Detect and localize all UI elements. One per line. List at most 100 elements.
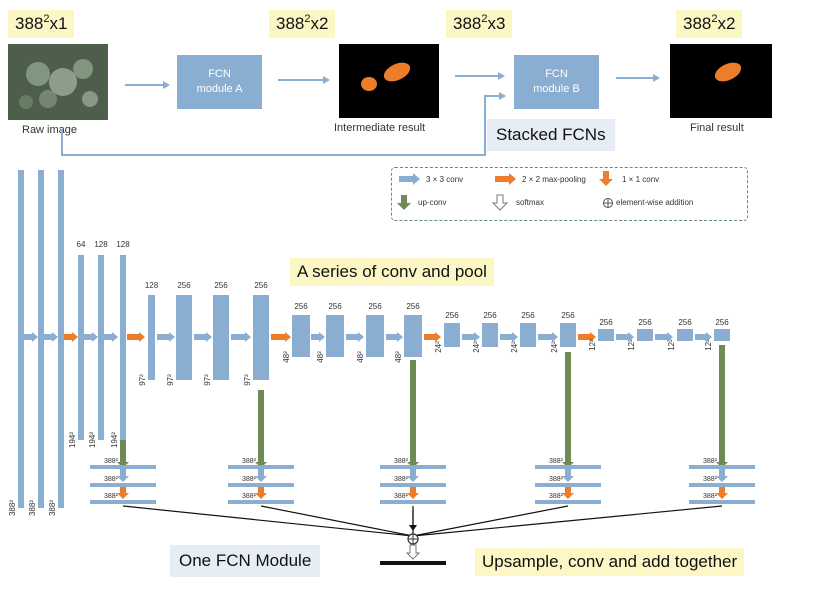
feature-map-12-3 bbox=[677, 329, 693, 341]
fcn-module-a: FCN module A bbox=[177, 55, 262, 109]
size-label-388-1: 388² bbox=[8, 500, 17, 516]
intermediate-blobs bbox=[361, 62, 411, 91]
legend-maxpool-label: 2 × 2 max-pooling bbox=[522, 175, 586, 184]
size-label-12-4: 12² bbox=[704, 339, 713, 351]
feature-map-194-1 bbox=[78, 255, 84, 440]
feature-map-12-4 bbox=[714, 329, 730, 341]
final-caption: Final result bbox=[690, 122, 744, 134]
branch-3-onebyone-arrow bbox=[407, 487, 419, 499]
feature-map-388-2 bbox=[38, 170, 44, 508]
feature-map-97-4 bbox=[253, 295, 269, 380]
conv-arrow-48-1 bbox=[311, 332, 325, 342]
size-label-12-3: 12² bbox=[667, 339, 676, 351]
feature-map-48-2 bbox=[326, 315, 344, 357]
size-label-24-1: 24² bbox=[434, 341, 443, 353]
branch-4-onebyone-arrow bbox=[562, 487, 574, 499]
feature-map-48-1 bbox=[292, 315, 310, 357]
channel-label-48-3: 256 bbox=[368, 302, 382, 311]
branch-4-size-2: 388² bbox=[549, 476, 564, 483]
raw-image-caption: Raw image bbox=[22, 124, 78, 136]
feature-map-24-2 bbox=[482, 323, 498, 347]
size-label-48-1: 48² bbox=[282, 351, 291, 363]
one-fcn-module-annotation: One FCN Module bbox=[170, 545, 321, 577]
branch-4-map-2 bbox=[535, 483, 601, 487]
size-label-48-4: 48² bbox=[394, 351, 403, 363]
branch-1-merge-line bbox=[122, 505, 414, 537]
upconv-arrow-5 bbox=[716, 345, 728, 468]
branch-2-size-3: 388² bbox=[242, 493, 257, 500]
conv-arrow-388-1 bbox=[24, 332, 38, 342]
size-label-194-2: 194² bbox=[88, 432, 97, 448]
feature-map-48-3 bbox=[366, 315, 384, 357]
raw-image bbox=[8, 44, 108, 120]
channel-label-48-4: 256 bbox=[406, 302, 420, 311]
branch-5-onebyone-arrow bbox=[716, 487, 728, 499]
branch-3-map-3 bbox=[380, 500, 446, 504]
fcn-module-b: FCN module B bbox=[514, 55, 599, 109]
module-a-line2: module A bbox=[196, 83, 243, 95]
branch-1-map-3 bbox=[90, 500, 156, 504]
final-blob bbox=[714, 62, 742, 82]
stacked-fcns-label: Stacked FCNs bbox=[487, 119, 615, 151]
conv-arrow-97-3 bbox=[231, 332, 251, 342]
pool-arrow-97 bbox=[271, 332, 291, 342]
branch-1-size-1: 388² bbox=[104, 458, 119, 465]
conv-arrow-48-2 bbox=[346, 332, 364, 342]
pool-arrow-24 bbox=[578, 332, 596, 342]
branch-2-size-2: 388² bbox=[242, 476, 257, 483]
feature-map-48-4 bbox=[404, 315, 422, 357]
legend-softmax-label: softmax bbox=[516, 198, 545, 207]
branch-3-size-3: 388² bbox=[394, 493, 409, 500]
raw-skip-connection-head bbox=[499, 92, 506, 100]
upconv-arrow-1 bbox=[117, 440, 129, 468]
raw-to-module-a-arrow-head bbox=[163, 81, 170, 89]
branch-1-size-3: 388² bbox=[104, 493, 119, 500]
feature-map-194-2 bbox=[98, 255, 104, 440]
channel-label-97-3: 256 bbox=[214, 281, 228, 290]
branch-5-map-1 bbox=[689, 465, 755, 469]
feature-map-12-1 bbox=[598, 329, 614, 341]
branch-2-conv-arrow bbox=[255, 469, 267, 482]
branch-5-conv-arrow bbox=[716, 469, 728, 482]
size-label-97-1: 97² bbox=[138, 374, 147, 386]
inter-to-module-b-arrow-head bbox=[498, 72, 505, 80]
legend-conv-icon bbox=[399, 173, 420, 185]
branch-3-conv-arrow bbox=[407, 469, 419, 482]
module-b-line1: FCN bbox=[545, 68, 568, 80]
branch-2-merge-line bbox=[260, 505, 414, 537]
upconv-arrow-2 bbox=[255, 390, 267, 468]
size-label-97-4: 97² bbox=[243, 374, 252, 386]
conv-arrow-48-3 bbox=[386, 332, 403, 342]
conv-arrow-12-3 bbox=[695, 332, 712, 342]
size-label-97-2: 97² bbox=[166, 374, 175, 386]
branch-1-map-1 bbox=[90, 465, 156, 469]
branch-2-map-2 bbox=[228, 483, 294, 487]
channel-label-24-3: 256 bbox=[521, 311, 535, 320]
size-label-388-2: 388² bbox=[28, 500, 37, 516]
final-image bbox=[670, 44, 772, 118]
raw-dim-label: 3882x1 bbox=[8, 10, 75, 38]
pool-arrow-48 bbox=[424, 332, 441, 342]
size-label-48-2: 48² bbox=[316, 351, 325, 363]
module-a-to-inter-arrow-head bbox=[323, 76, 330, 84]
conv-arrow-12-2 bbox=[655, 332, 673, 342]
legend-maxpool-icon bbox=[495, 173, 516, 185]
branch-5-size-3: 388² bbox=[703, 493, 718, 500]
branch-4-conv-arrow bbox=[562, 469, 574, 482]
size-label-194-3: 194² bbox=[110, 432, 119, 448]
channel-label-12-2: 256 bbox=[638, 318, 652, 327]
final-dim-label: 3882x2 bbox=[676, 10, 743, 38]
branch-5-map-2 bbox=[689, 483, 755, 487]
legend-box bbox=[391, 167, 748, 221]
raw-image-texture bbox=[8, 44, 108, 120]
branch-5-map-3 bbox=[689, 500, 755, 504]
upconv-arrow-4 bbox=[562, 352, 574, 468]
size-label-24-2: 24² bbox=[472, 341, 481, 353]
feature-map-24-3 bbox=[520, 323, 536, 347]
conv-arrow-97-1 bbox=[157, 332, 175, 342]
feature-map-97-2 bbox=[176, 295, 192, 380]
feature-map-24-1 bbox=[444, 323, 460, 347]
branch-2-onebyone-arrow bbox=[255, 487, 267, 499]
module-a-line1: FCN bbox=[208, 68, 231, 80]
